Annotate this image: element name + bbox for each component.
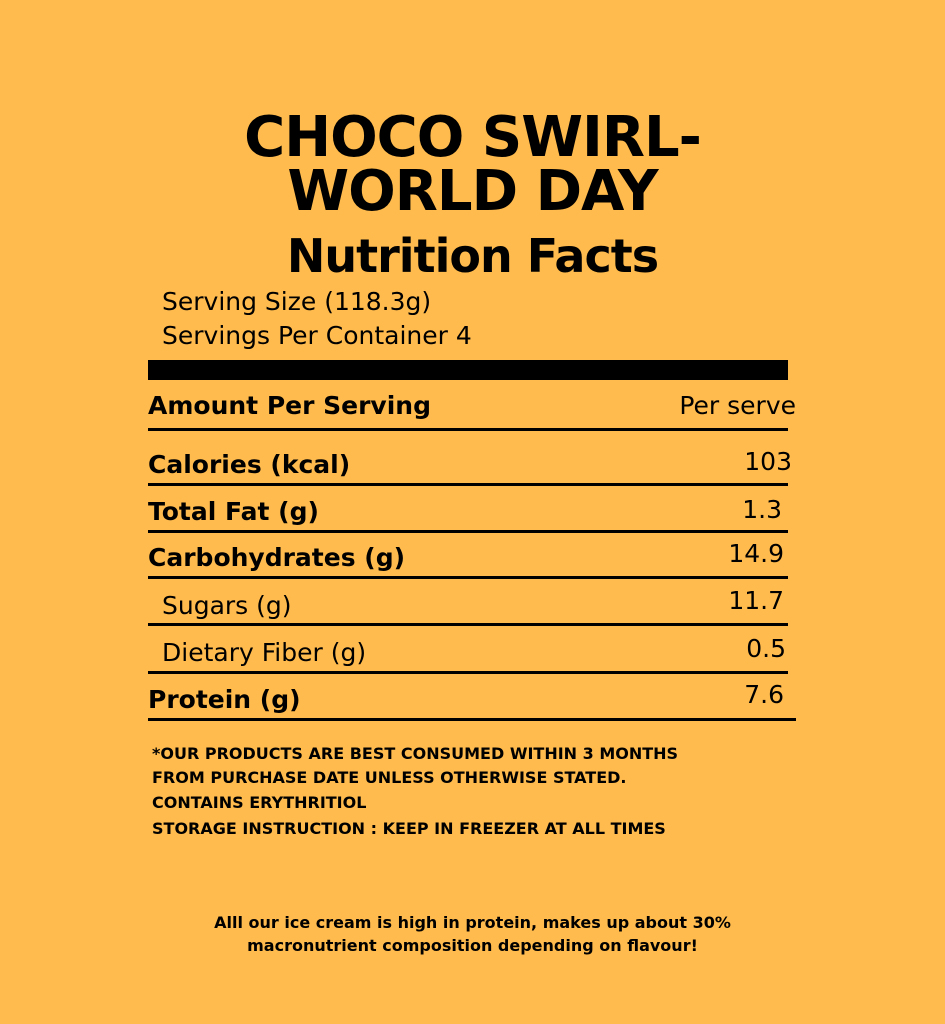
nutrient-label-calories: Calories (kcal) (148, 450, 351, 479)
row-divider (148, 428, 788, 431)
nutrient-value-total-fat: 1.3 (742, 495, 782, 524)
nutrition-facts-heading: Nutrition Facts (286, 229, 659, 283)
servings-per-container: Servings Per Container 4 (162, 321, 472, 350)
nutrient-value-sugars: 11.7 (728, 586, 784, 615)
note-line-storage: STORAGE INSTRUCTION : KEEP IN FREEZER AT… (152, 819, 666, 838)
nutrient-label-carbohydrates: Carbohydrates (g) (148, 543, 406, 572)
per-serve-label: Per serve (679, 391, 796, 420)
row-divider (148, 623, 788, 626)
product-title-line-1: CHOCO SWIRL- (244, 105, 702, 170)
row-divider (148, 530, 788, 533)
row-divider (148, 718, 796, 721)
note-line-purchase-date: FROM PURCHASE DATE UNLESS OTHERWISE STAT… (152, 768, 627, 787)
note-line-contains: CONTAINS ERYTHRITIOL (152, 793, 367, 812)
row-divider (148, 671, 788, 674)
row-divider (148, 576, 788, 579)
row-divider (148, 483, 788, 486)
footer-line-1: Alll our ice cream is high in protein, m… (214, 913, 731, 932)
nutrient-value-carbohydrates: 14.9 (728, 539, 784, 568)
nutrient-value-calories: 103 (744, 447, 792, 476)
nutrient-value-protein: 7.6 (744, 680, 784, 709)
product-title-line-2: WORLD DAY (287, 159, 658, 224)
footer-line-2: macronutrient composition depending on f… (247, 936, 698, 955)
amount-per-serving-label: Amount Per Serving (148, 391, 431, 420)
nutrient-label-total-fat: Total Fat (g) (148, 497, 319, 526)
note-line-shelf-life: *OUR PRODUCTS ARE BEST CONSUMED WITHIN 3… (152, 744, 679, 763)
nutrient-label-dietary-fiber: Dietary Fiber (g) (162, 638, 367, 667)
nutrient-label-sugars: Sugars (g) (162, 591, 292, 620)
nutrient-label-protein: Protein (g) (148, 685, 301, 714)
nutrient-value-dietary-fiber: 0.5 (746, 634, 786, 663)
thick-divider (148, 360, 788, 380)
serving-size: Serving Size (118.3g) (162, 287, 432, 316)
